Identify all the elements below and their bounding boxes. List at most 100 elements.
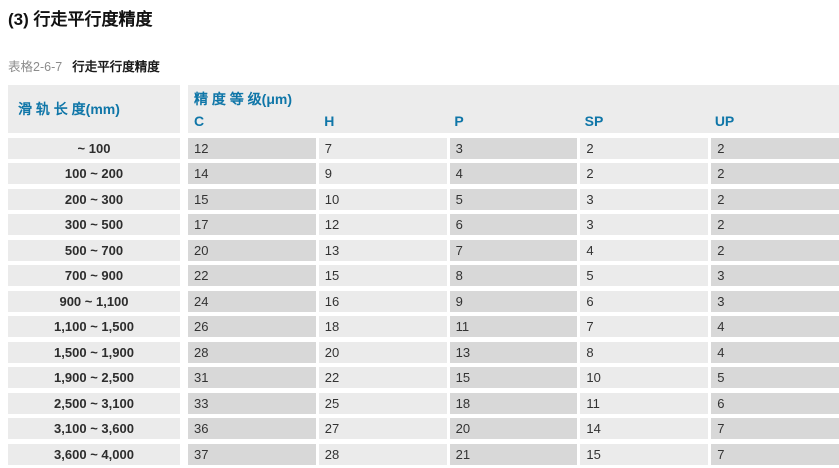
grade-header-up: UP bbox=[714, 112, 735, 129]
value-cell-sp: 3 bbox=[580, 214, 709, 235]
value-cell-up: 3 bbox=[711, 290, 839, 312]
row-length-cell: 500 ~ 700 bbox=[8, 239, 180, 261]
value-cell-c: 14 bbox=[188, 163, 316, 184]
value-cell-sp: 3 bbox=[580, 188, 709, 210]
parallelism-accuracy-table: 滑 轨 长 度(mm) 精 度 等 级(μm) C H P SP UP ~ 10… bbox=[8, 85, 839, 465]
value-cell-h: 10 bbox=[318, 188, 447, 210]
value-cell-c: 17 bbox=[188, 214, 316, 235]
value-cell-c: 37 bbox=[188, 443, 316, 465]
value-cell-h: 25 bbox=[318, 392, 447, 414]
value-cell-h: 20 bbox=[318, 341, 447, 363]
table-row: 1,900 ~ 2,500 31 22 15 10 5 bbox=[8, 367, 839, 388]
row-length-cell: ~ 100 bbox=[8, 137, 180, 159]
table-row: 700 ~ 900 22 15 8 5 3 bbox=[8, 265, 839, 286]
grade-header-c: C bbox=[194, 112, 205, 129]
grade-header-h: H bbox=[324, 112, 335, 129]
value-cell-up: 4 bbox=[711, 316, 839, 337]
value-cell-p: 21 bbox=[449, 443, 578, 465]
value-cell-p: 9 bbox=[449, 290, 578, 312]
value-cell-up: 2 bbox=[711, 188, 839, 210]
value-cell-c: 22 bbox=[188, 265, 316, 286]
row-length-cell: 3,100 ~ 3,600 bbox=[8, 418, 180, 439]
value-cell-p: 11 bbox=[449, 316, 578, 337]
grade-header-p: P bbox=[454, 112, 464, 129]
table-row: 100 ~ 200 14 9 4 2 2 bbox=[8, 163, 839, 184]
value-cell-sp: 7 bbox=[580, 316, 709, 337]
row-length-cell: 200 ~ 300 bbox=[8, 188, 180, 210]
table-row: 2,500 ~ 3,100 33 25 18 11 6 bbox=[8, 392, 839, 414]
value-cell-c: 33 bbox=[188, 392, 316, 414]
table-row: 3,600 ~ 4,000 37 28 21 15 7 bbox=[8, 443, 839, 465]
grade-header-sp: SP bbox=[584, 112, 604, 129]
grade-letter-row: C H P SP UP bbox=[188, 108, 839, 133]
row-length-cell: 100 ~ 200 bbox=[8, 163, 180, 184]
value-cell-sp: 6 bbox=[580, 290, 709, 312]
value-cell-h: 18 bbox=[318, 316, 447, 337]
table-caption: 表格2-6-7 行走平行度精度 bbox=[8, 60, 839, 75]
table-caption-title: 行走平行度精度 bbox=[72, 60, 160, 74]
value-cell-up: 7 bbox=[711, 443, 839, 465]
page-title: (3) 行走平行度精度 bbox=[8, 10, 153, 29]
value-cell-p: 3 bbox=[449, 137, 578, 159]
value-cell-sp: 11 bbox=[580, 392, 709, 414]
accuracy-grade-group-label: 精 度 等 级(μm) bbox=[194, 91, 293, 107]
table-body: ~ 100 12 7 3 2 2 100 ~ 200 14 9 4 2 2 20… bbox=[8, 137, 839, 465]
value-cell-up: 2 bbox=[711, 214, 839, 235]
rail-length-header-cell: 滑 轨 长 度(mm) bbox=[8, 85, 180, 133]
value-cell-h: 27 bbox=[318, 418, 447, 439]
row-length-cell: 3,600 ~ 4,000 bbox=[8, 443, 180, 465]
value-cell-h: 16 bbox=[318, 290, 447, 312]
value-cell-p: 6 bbox=[449, 214, 578, 235]
value-cell-h: 12 bbox=[318, 214, 447, 235]
value-cell-sp: 15 bbox=[580, 443, 709, 465]
value-cell-c: 31 bbox=[188, 367, 316, 388]
value-cell-sp: 2 bbox=[580, 163, 709, 184]
table-row: ~ 100 12 7 3 2 2 bbox=[8, 137, 839, 159]
value-cell-up: 6 bbox=[711, 392, 839, 414]
value-cell-sp: 14 bbox=[580, 418, 709, 439]
value-cell-c: 28 bbox=[188, 341, 316, 363]
value-cell-h: 15 bbox=[318, 265, 447, 286]
value-cell-sp: 10 bbox=[580, 367, 709, 388]
value-cell-p: 18 bbox=[449, 392, 578, 414]
value-cell-p: 20 bbox=[449, 418, 578, 439]
value-cell-h: 13 bbox=[318, 239, 447, 261]
table-row: 300 ~ 500 17 12 6 3 2 bbox=[8, 214, 839, 235]
value-cell-up: 4 bbox=[711, 341, 839, 363]
table-row: 1,100 ~ 1,500 26 18 11 7 4 bbox=[8, 316, 839, 337]
table-row: 200 ~ 300 15 10 5 3 2 bbox=[8, 188, 839, 210]
value-cell-up: 5 bbox=[711, 367, 839, 388]
table-caption-label: 表格2-6-7 bbox=[8, 60, 63, 74]
row-length-cell: 2,500 ~ 3,100 bbox=[8, 392, 180, 414]
value-cell-up: 2 bbox=[711, 163, 839, 184]
row-length-cell: 300 ~ 500 bbox=[8, 214, 180, 235]
row-length-cell: 1,900 ~ 2,500 bbox=[8, 367, 180, 388]
value-cell-sp: 4 bbox=[580, 239, 709, 261]
row-length-cell: 1,100 ~ 1,500 bbox=[8, 316, 180, 337]
row-length-cell: 1,500 ~ 1,900 bbox=[8, 341, 180, 363]
value-cell-h: 28 bbox=[318, 443, 447, 465]
value-cell-c: 26 bbox=[188, 316, 316, 337]
value-cell-sp: 8 bbox=[580, 341, 709, 363]
value-cell-c: 12 bbox=[188, 137, 316, 159]
value-cell-p: 8 bbox=[449, 265, 578, 286]
value-cell-p: 7 bbox=[449, 239, 578, 261]
table-header: 滑 轨 长 度(mm) 精 度 等 级(μm) C H P SP UP bbox=[8, 85, 839, 133]
table-row: 1,500 ~ 1,900 28 20 13 8 4 bbox=[8, 341, 839, 363]
table-row: 900 ~ 1,100 24 16 9 6 3 bbox=[8, 290, 839, 312]
row-length-cell: 700 ~ 900 bbox=[8, 265, 180, 286]
table-row: 3,100 ~ 3,600 36 27 20 14 7 bbox=[8, 418, 839, 439]
value-cell-c: 24 bbox=[188, 290, 316, 312]
accuracy-grade-header-group: 精 度 等 级(μm) C H P SP UP bbox=[188, 85, 839, 133]
value-cell-p: 15 bbox=[449, 367, 578, 388]
value-cell-h: 9 bbox=[318, 163, 447, 184]
value-cell-sp: 2 bbox=[580, 137, 709, 159]
value-cell-up: 3 bbox=[711, 265, 839, 286]
value-cell-h: 7 bbox=[318, 137, 447, 159]
value-cell-up: 7 bbox=[711, 418, 839, 439]
value-cell-p: 4 bbox=[449, 163, 578, 184]
value-cell-c: 15 bbox=[188, 188, 316, 210]
value-cell-c: 20 bbox=[188, 239, 316, 261]
value-cell-c: 36 bbox=[188, 418, 316, 439]
